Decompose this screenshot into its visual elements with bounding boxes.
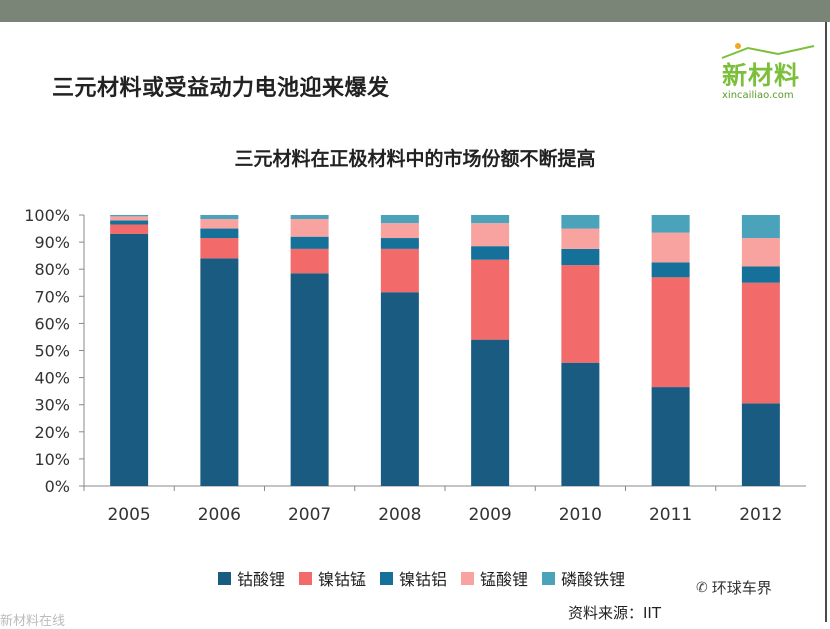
- x-tick-label: 2005: [107, 505, 150, 525]
- bar-segment: [380, 248, 419, 293]
- y-tick-label: 100%: [24, 206, 70, 225]
- y-tick-label: 50%: [34, 342, 70, 361]
- y-tick-label: 10%: [34, 450, 70, 469]
- bar-segment: [380, 215, 419, 224]
- bar-segment: [110, 216, 149, 221]
- bar-segment: [561, 265, 600, 363]
- y-tick-label: 40%: [34, 369, 70, 388]
- bar-segment: [290, 273, 329, 486]
- x-tick-label: 2011: [649, 505, 692, 525]
- bar-segment: [380, 223, 419, 239]
- bar-segment: [741, 403, 780, 486]
- legend-swatch: [380, 571, 394, 585]
- legend-label: 镍钴铝: [399, 570, 448, 589]
- bar-segment: [561, 228, 600, 249]
- chart-title: 三元材料在正极材料中的市场份额不断提高: [234, 148, 596, 170]
- bar-segment: [651, 215, 690, 233]
- bar-segment: [471, 223, 510, 247]
- bar-segment: [741, 215, 780, 239]
- y-tick-label: 80%: [34, 260, 70, 279]
- bar-segment: [200, 258, 239, 486]
- legend-label: 镍钴锰: [318, 570, 367, 589]
- logo-url: xincailiao.com: [722, 90, 794, 101]
- y-tick-label: 20%: [34, 423, 70, 442]
- legend-item: 镍钴铝: [380, 566, 447, 590]
- watermark-text: 环球车界: [711, 579, 772, 597]
- legend-swatch: [218, 571, 231, 585]
- legend-swatch: [461, 571, 475, 585]
- watermark: ✆ 环球车界: [696, 577, 772, 598]
- brand-logo: 新材料 xincailiao.com: [718, 43, 818, 104]
- x-tick-label: 2010: [559, 505, 602, 525]
- bar-segment: [471, 339, 510, 486]
- bar-segment: [741, 266, 780, 283]
- y-tick-label: 0%: [45, 477, 70, 496]
- bar-segment: [110, 215, 149, 217]
- bar-segment: [651, 232, 690, 263]
- legend-label: 钴酸锂: [237, 570, 286, 589]
- y-tick-label: 30%: [34, 396, 70, 415]
- legend-item: 磷酸铁锂: [542, 566, 625, 590]
- bar-segment: [290, 248, 329, 274]
- bar-segment: [200, 219, 239, 229]
- logo-roof-icon: [721, 43, 815, 59]
- bar-segment: [561, 248, 600, 266]
- bar-segment: [380, 238, 419, 249]
- bar-segment: [290, 236, 329, 249]
- chart-legend: 钴酸锂 镍钴锰 镍钴铝 锰酸锂 磷酸铁锂: [218, 566, 625, 590]
- bar-segment: [471, 246, 510, 260]
- bar-segment: [200, 215, 239, 220]
- y-tick-label: 90%: [34, 233, 70, 252]
- bar-segment: [561, 215, 600, 229]
- bar-segment: [380, 292, 419, 486]
- bar-segment: [741, 238, 780, 267]
- y-tick-label: 60%: [34, 314, 70, 333]
- wechat-icon: ✆: [696, 579, 708, 596]
- legend-item: 钴酸锂: [218, 566, 285, 590]
- x-tick-label: 2008: [378, 505, 421, 525]
- legend-label: 锰酸锂: [480, 570, 529, 589]
- bar-segment: [290, 219, 329, 237]
- slide-border: [825, 22, 827, 622]
- x-tick-label: 2012: [739, 505, 782, 525]
- bar-segment: [741, 282, 780, 404]
- legend-item: 锰酸锂: [461, 566, 528, 590]
- x-tick-label: 2006: [198, 505, 241, 525]
- bar-segment: [110, 233, 149, 486]
- stacked-bar-chart: 0% 10% 20% 30% 40% 50% 60% 70% 80% 90% 100% 2005 200…: [24, 206, 806, 525]
- logo-text: 新材料: [722, 61, 801, 90]
- legend-swatch: [542, 571, 556, 585]
- bar-segment: [561, 362, 600, 486]
- bar-segment: [110, 224, 149, 234]
- slide-title: 三元材料或受益动力电池迎来爆发: [52, 76, 390, 101]
- bar-segment: [471, 259, 510, 340]
- corner-watermark: 新材料在线: [0, 614, 66, 629]
- x-tick-label: 2007: [288, 505, 331, 525]
- top-bar: [0, 0, 830, 22]
- source-note: 资料来源：IIT: [568, 604, 662, 622]
- bar-segment: [200, 238, 239, 259]
- bar-segment: [651, 262, 690, 278]
- bar-segment: [200, 228, 239, 239]
- x-tick-label: 2009: [468, 505, 511, 525]
- bar-segment: [290, 215, 329, 220]
- legend-swatch: [299, 571, 313, 585]
- legend-item: 镍钴锰: [299, 566, 366, 590]
- bar-segment: [651, 387, 690, 486]
- bar-segment: [471, 215, 510, 224]
- y-tick-label: 70%: [34, 287, 70, 306]
- legend-label: 磷酸铁锂: [561, 570, 626, 589]
- bar-segment: [110, 220, 149, 225]
- bar-segment: [651, 277, 690, 388]
